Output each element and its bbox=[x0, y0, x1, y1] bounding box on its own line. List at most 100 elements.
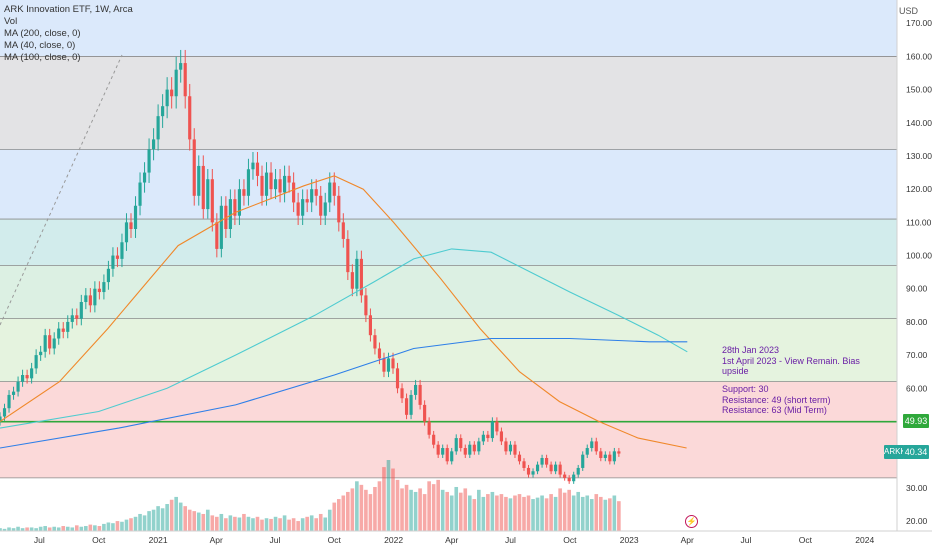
zone-band bbox=[0, 219, 897, 266]
candle-body bbox=[34, 355, 38, 369]
volume-bar bbox=[305, 516, 309, 531]
volume-bar bbox=[287, 519, 291, 531]
candle-body bbox=[106, 268, 110, 283]
candle-body bbox=[490, 421, 494, 439]
candle-body bbox=[310, 189, 314, 203]
candle-body bbox=[373, 335, 377, 349]
zone-band bbox=[0, 318, 897, 382]
candle-body bbox=[156, 116, 160, 140]
volume-bar bbox=[436, 479, 440, 531]
candle-body bbox=[350, 272, 354, 289]
x-tick-label: 2022 bbox=[384, 535, 403, 545]
flash-icon[interactable]: ⚡ bbox=[685, 515, 698, 528]
candle-body bbox=[418, 384, 422, 405]
volume-bar bbox=[187, 509, 192, 531]
candle-body bbox=[75, 315, 79, 319]
volume-bar bbox=[368, 494, 373, 531]
volume-bar bbox=[318, 513, 323, 531]
volume-bar bbox=[43, 526, 47, 531]
candle-body bbox=[359, 258, 363, 296]
volume-bar bbox=[553, 496, 558, 531]
candle-body bbox=[364, 295, 368, 316]
candle-body bbox=[404, 398, 409, 415]
volume-bar bbox=[513, 495, 517, 531]
candle-body bbox=[161, 106, 165, 117]
candle-body bbox=[197, 165, 201, 196]
candle-body bbox=[111, 255, 115, 269]
candle-body bbox=[554, 464, 558, 472]
volume-bar bbox=[400, 488, 404, 531]
volume-bar bbox=[201, 513, 206, 531]
candle-body bbox=[301, 199, 305, 216]
volume-bar bbox=[88, 524, 93, 531]
y-tick-label: 110.00 bbox=[906, 217, 932, 227]
candle-body bbox=[522, 461, 526, 468]
annotation-levels[interactable]: Support: 30 Resistance: 49 (short term) … bbox=[722, 384, 831, 416]
volume-bar bbox=[454, 486, 459, 531]
candle-body bbox=[337, 195, 341, 223]
candle-body bbox=[25, 375, 29, 379]
volume-bar bbox=[463, 488, 468, 531]
candle-body bbox=[237, 189, 241, 216]
candle-body bbox=[201, 165, 205, 210]
volume-bar bbox=[291, 518, 296, 531]
volume-bar bbox=[25, 527, 29, 531]
volume-bar bbox=[210, 515, 215, 531]
resistance-price-tag: 49.93 bbox=[903, 414, 929, 428]
x-tick-label: Jul bbox=[269, 535, 280, 545]
volume-bar bbox=[264, 518, 269, 531]
y-tick-label: 90.00 bbox=[906, 284, 928, 294]
candle-body bbox=[147, 149, 151, 173]
candle-body bbox=[549, 464, 553, 472]
volume-bar bbox=[273, 516, 278, 531]
annotation-view[interactable]: 28th Jan 2023 1st April 2023 - View Rema… bbox=[722, 345, 860, 377]
annotation-line: upside bbox=[722, 366, 749, 376]
candle-body bbox=[52, 338, 56, 349]
volume-bar bbox=[332, 502, 337, 531]
volume-bar bbox=[535, 497, 540, 531]
volume-bar bbox=[440, 489, 445, 531]
volume-bar bbox=[2, 528, 7, 531]
candle-body bbox=[283, 175, 287, 193]
volume-bar bbox=[431, 484, 436, 531]
volume-bar bbox=[346, 491, 350, 531]
candle-body bbox=[192, 139, 196, 196]
candle-body bbox=[572, 474, 576, 482]
volume-bar bbox=[562, 492, 567, 531]
volume-bar bbox=[142, 515, 147, 531]
x-tick-label: Oct bbox=[563, 535, 577, 545]
legend-title: ARK Innovation ETF, 1W, Arca bbox=[4, 4, 133, 15]
legend-vol: Vol bbox=[4, 16, 18, 27]
candle-body bbox=[39, 351, 43, 356]
x-tick-label: Apr bbox=[445, 535, 458, 545]
y-tick-label: 70.00 bbox=[906, 350, 928, 360]
volume-bar bbox=[196, 512, 201, 531]
volume-bar bbox=[418, 488, 422, 531]
candle-body bbox=[508, 444, 513, 452]
volume-bar bbox=[79, 526, 84, 531]
volume-bar bbox=[355, 481, 359, 531]
candle-body bbox=[323, 202, 327, 216]
zones-layer bbox=[0, 0, 897, 479]
candle-body bbox=[57, 328, 61, 339]
candle-body bbox=[152, 139, 156, 150]
volume-bar bbox=[608, 498, 612, 531]
volume-bar bbox=[61, 526, 66, 531]
volume-bar bbox=[594, 494, 599, 531]
candle-body bbox=[450, 451, 454, 462]
x-tick-label: 2023 bbox=[620, 535, 639, 545]
x-tick-label: Oct bbox=[92, 535, 106, 545]
volume-bar bbox=[598, 496, 603, 531]
volume-bar bbox=[549, 494, 553, 531]
candle-body bbox=[382, 358, 386, 372]
volume-bar bbox=[106, 522, 111, 531]
volume-bar bbox=[278, 518, 282, 531]
candle-body bbox=[48, 335, 52, 349]
volume-bar bbox=[151, 509, 156, 531]
volume-bar bbox=[228, 515, 233, 531]
candle-body bbox=[328, 182, 332, 203]
volume-bar bbox=[422, 494, 427, 531]
candle-body bbox=[495, 421, 499, 432]
volume-bar bbox=[183, 506, 188, 531]
